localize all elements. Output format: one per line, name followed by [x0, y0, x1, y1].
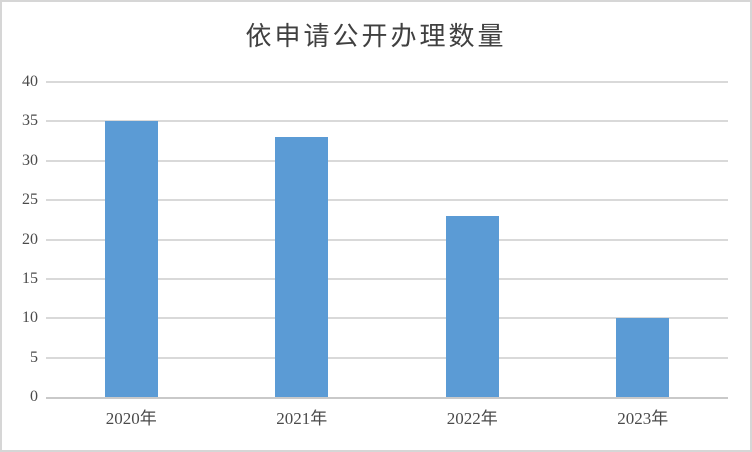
- bar-2022年: [445, 215, 499, 397]
- y-tick-label-15: 15: [22, 269, 38, 287]
- y-axis: 40 35 30 25 20 15 10 5 0: [2, 73, 38, 405]
- x-axis: 2020年 2021年 2022年 2023年: [46, 407, 728, 433]
- x-tick-label-2020年: 2020年: [105, 409, 157, 428]
- y-tick-label-30: 30: [22, 151, 38, 169]
- gridline-y-5: [46, 356, 728, 359]
- gridline-y-20: [46, 238, 728, 241]
- y-tick-label-20: 20: [22, 230, 38, 248]
- gridline-y-35: [46, 120, 728, 123]
- bar-2023年: [616, 318, 670, 397]
- bar-2021年: [275, 137, 329, 397]
- gridline-y-10: [46, 317, 728, 320]
- x-tick-label-2022年: 2022年: [446, 409, 498, 428]
- gridline-y-40: [46, 81, 728, 83]
- y-tick-label-0: 0: [30, 388, 38, 405]
- chart-title: 依申请公开办理数量: [245, 22, 507, 51]
- y-tick-label-40: 40: [22, 73, 38, 90]
- y-tick-label-10: 10: [22, 309, 38, 327]
- gridline-y-30: [46, 159, 728, 162]
- x-tick-label-2021年: 2021年: [276, 409, 328, 428]
- plot-area: [46, 81, 728, 399]
- x-tick-label-2023年: 2023年: [617, 409, 669, 428]
- gridline-y-15: [46, 277, 728, 280]
- y-tick-label-5: 5: [30, 348, 38, 366]
- gridline-y-25: [46, 199, 728, 202]
- bar-2020年: [104, 121, 158, 397]
- y-tick-label-35: 35: [22, 112, 38, 130]
- y-tick-label-25: 25: [22, 191, 38, 209]
